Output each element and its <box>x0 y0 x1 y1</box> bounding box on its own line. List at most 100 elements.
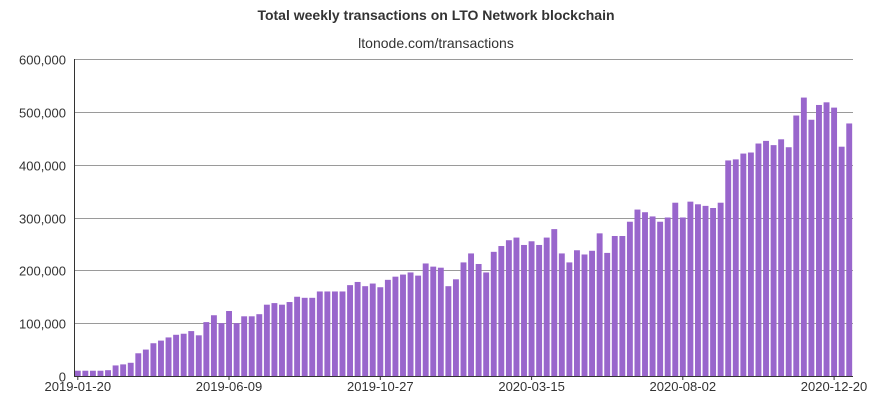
bar <box>536 244 543 376</box>
bar <box>331 291 338 376</box>
bar <box>112 365 119 376</box>
x-tick-label: 2020-12-20 <box>801 379 868 394</box>
bar <box>490 251 497 376</box>
bar <box>301 297 308 376</box>
y-tick-label: 300,000 <box>19 212 66 227</box>
bar <box>233 323 240 376</box>
bar <box>778 139 785 376</box>
bar <box>256 314 263 376</box>
bar <box>82 370 89 376</box>
bar <box>354 281 361 376</box>
bar <box>377 287 384 376</box>
bar <box>604 252 611 376</box>
y-tick-label: 600,000 <box>19 53 66 68</box>
bar <box>158 340 164 376</box>
bar <box>551 229 558 376</box>
bar <box>294 296 301 376</box>
bar <box>400 274 406 376</box>
bar <box>279 304 285 376</box>
y-tick-label: 500,000 <box>19 106 66 121</box>
x-axis: 2019-01-20 2019-06-09 2019-10-27 2020-03-15… <box>45 376 868 394</box>
bar <box>596 233 603 376</box>
bar <box>437 267 444 376</box>
bar <box>543 237 550 376</box>
bar <box>740 153 747 376</box>
bar <box>127 362 134 376</box>
bar <box>528 241 535 376</box>
bar <box>150 343 157 376</box>
bar <box>679 217 686 376</box>
y-tick-label: 200,000 <box>19 264 66 279</box>
bar <box>732 159 739 376</box>
bar <box>695 204 701 376</box>
bar <box>589 250 596 376</box>
bar <box>687 201 694 376</box>
bar <box>430 266 437 376</box>
bar <box>838 146 845 376</box>
bar <box>324 291 331 376</box>
bar <box>210 315 217 376</box>
bar <box>468 253 475 376</box>
bar <box>475 263 482 376</box>
bar <box>460 262 467 376</box>
bar <box>384 279 391 376</box>
bar <box>339 291 346 376</box>
x-tick-label: 2020-03-15 <box>498 379 565 394</box>
bar <box>846 123 853 377</box>
bar <box>521 244 527 376</box>
bar <box>642 212 648 376</box>
bar <box>513 237 520 376</box>
bar <box>505 240 512 376</box>
bar <box>347 285 353 376</box>
bar <box>105 370 111 376</box>
bar <box>226 311 232 376</box>
bar <box>248 316 255 376</box>
bar <box>195 335 202 376</box>
bar <box>241 316 248 376</box>
bar <box>286 302 293 376</box>
bar <box>173 334 180 376</box>
bar <box>422 263 429 376</box>
bar <box>271 303 278 376</box>
bar <box>89 370 96 376</box>
bar <box>574 250 580 376</box>
bar <box>498 246 505 376</box>
x-tick-label: 2019-06-09 <box>196 379 263 394</box>
bar <box>823 102 830 376</box>
bar <box>165 337 172 376</box>
bar <box>97 370 104 376</box>
bar <box>649 216 656 376</box>
y-tick-label: 400,000 <box>19 159 66 174</box>
x-tick-label: 2020-08-02 <box>650 379 717 394</box>
bar <box>483 272 490 376</box>
bar <box>672 202 679 376</box>
bar <box>581 254 588 376</box>
bar <box>316 291 323 376</box>
bar <box>392 276 399 376</box>
bar <box>800 97 807 376</box>
bar <box>793 115 800 376</box>
bar <box>657 221 664 376</box>
x-tick-label: 2019-10-27 <box>347 379 414 394</box>
bar <box>770 145 777 376</box>
bar <box>747 152 754 376</box>
y-tick-label: 0 <box>59 370 66 385</box>
bar <box>755 143 762 376</box>
bar <box>452 279 459 376</box>
bar <box>135 353 142 376</box>
bar <box>717 202 724 376</box>
y-axis: 0 100,000 200,000 300,000 400,000 500,000 600,… <box>19 53 75 385</box>
bar <box>142 349 149 376</box>
y-tick-label: 100,000 <box>19 317 66 332</box>
bar <box>203 322 210 376</box>
bar <box>808 119 815 376</box>
bar <box>710 207 717 376</box>
bar <box>180 333 187 376</box>
bar <box>558 253 565 376</box>
bar <box>611 235 618 376</box>
bar <box>566 262 573 376</box>
bar <box>626 221 633 376</box>
x-tick-label: 2019-01-20 <box>45 379 112 394</box>
bar <box>831 107 838 377</box>
